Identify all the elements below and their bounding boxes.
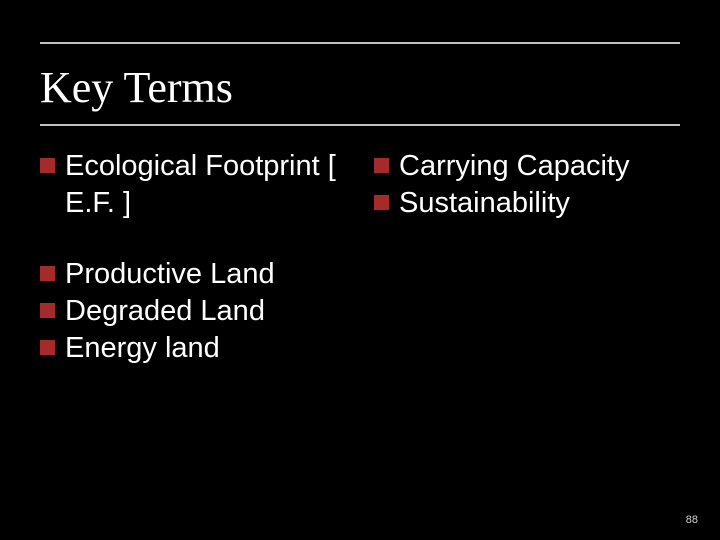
slide-title: Key Terms [40,62,233,113]
right-column: Carrying Capacity Sustainability [374,148,680,368]
bullet-text: Sustainability [399,185,570,222]
list-item: Energy land [40,330,346,367]
divider-top [40,42,680,44]
bullet-text: Carrying Capacity [399,148,629,185]
spacer [40,222,346,256]
bullet-square-icon [40,303,55,318]
list-item: Carrying Capacity [374,148,680,185]
left-column: Ecological Footprint [ E.F. ] Productive… [40,148,346,368]
bullet-square-icon [374,158,389,173]
bullet-text: Productive Land [65,256,275,293]
slide: Key Terms Ecological Footprint [ E.F. ] … [0,0,720,540]
bullet-square-icon [40,158,55,173]
bullet-text: Ecological Footprint [ E.F. ] [65,148,346,222]
list-item: Ecological Footprint [ E.F. ] [40,148,346,222]
list-item: Sustainability [374,185,680,222]
list-item: Productive Land [40,256,346,293]
page-number: 88 [686,514,698,526]
divider-under-title [40,124,680,126]
bullet-square-icon [40,340,55,355]
content-area: Ecological Footprint [ E.F. ] Productive… [40,148,680,368]
bullet-square-icon [40,266,55,281]
bullet-square-icon [374,195,389,210]
bullet-text: Energy land [65,330,220,367]
list-item: Degraded Land [40,293,346,330]
bullet-text: Degraded Land [65,293,265,330]
